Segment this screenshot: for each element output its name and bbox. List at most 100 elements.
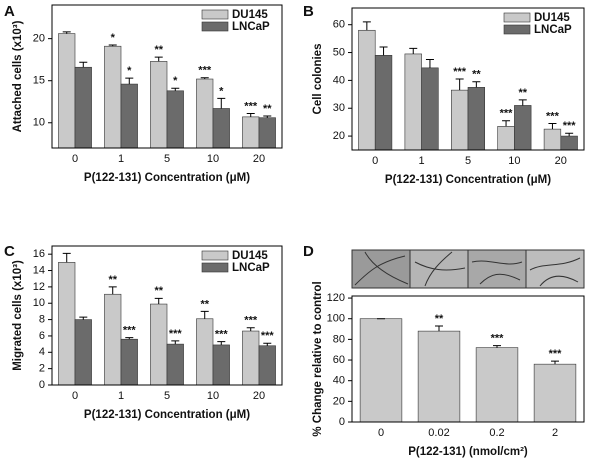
significance: *** — [453, 66, 467, 78]
error-bar — [379, 46, 388, 56]
error-bar — [435, 325, 443, 332]
y-tick-label: 80 — [333, 333, 345, 345]
plot-frame — [51, 4, 283, 149]
x-tick-label: 2 — [552, 427, 558, 439]
legend-label: LNCaP — [232, 21, 270, 33]
bar — [196, 78, 214, 149]
bar — [404, 53, 422, 151]
bar — [374, 55, 393, 151]
x-tick-label: 0 — [72, 390, 78, 402]
legend-label: DU145 — [232, 9, 268, 21]
y-axis-title: Cell colonies — [312, 44, 324, 115]
error-bar — [217, 97, 226, 109]
x-tick-label: 0.2 — [489, 427, 504, 439]
legend-label: LNCaP — [534, 24, 572, 36]
x-tick-label: 5 — [164, 153, 170, 165]
y-tick-label: 20 — [333, 395, 345, 407]
error-bar — [518, 99, 527, 106]
bar — [166, 90, 184, 149]
x-axis-title: P(122-131) (nmol/cm²) — [408, 446, 528, 458]
error-bar — [200, 77, 209, 80]
significance: ** — [518, 87, 527, 99]
bar — [543, 128, 562, 151]
y-tick-label: 15 — [33, 75, 45, 87]
significance: ** — [472, 69, 481, 81]
significance: *** — [215, 329, 229, 341]
significance: *** — [169, 328, 183, 340]
bar — [533, 363, 577, 423]
bar — [242, 116, 260, 149]
y-axis-title: % Change relative to control — [312, 281, 324, 436]
y-tick-label: 2 — [39, 363, 45, 375]
error-bar — [425, 59, 434, 68]
error-bar — [472, 81, 481, 88]
x-axis-title: P(122-131) Concentration (μM) — [385, 174, 551, 186]
significance: * — [173, 75, 178, 87]
x-tick-label: 0 — [72, 153, 78, 165]
x-axis-title: P(122-131) Concentration (μM) — [84, 172, 250, 184]
x-tick-label: 10 — [207, 390, 219, 402]
significance: ** — [435, 313, 444, 325]
bar — [58, 33, 76, 149]
error-bar — [548, 123, 557, 130]
error-bar — [502, 120, 511, 127]
plot-frame — [351, 295, 585, 423]
error-bar — [551, 360, 559, 365]
vessels — [354, 251, 581, 287]
bar — [514, 105, 532, 151]
significance: *** — [261, 330, 275, 342]
error-bar — [362, 21, 371, 31]
legend-label: LNCaP — [232, 262, 270, 274]
y-tick-label: 10 — [33, 297, 45, 309]
y-tick-label: 12 — [33, 281, 45, 293]
bar — [359, 318, 403, 423]
bar — [74, 319, 92, 386]
significance: *** — [244, 100, 258, 112]
x-tick-label: 1 — [118, 390, 124, 402]
legend-swatch — [503, 12, 531, 23]
significance: *** — [549, 348, 563, 360]
y-tick-label: 50 — [333, 46, 345, 58]
x-tick-label: 1 — [419, 155, 425, 167]
legend-label: DU145 — [232, 250, 268, 262]
bar — [258, 345, 276, 386]
bar — [120, 338, 138, 386]
y-tick-label: 60 — [333, 19, 345, 31]
y-tick-label: 60 — [333, 354, 345, 366]
bar — [120, 83, 138, 149]
significance: * — [219, 85, 224, 97]
significance: *** — [491, 332, 505, 344]
panel-label: C — [4, 243, 15, 260]
y-tick-label: 16 — [33, 248, 45, 260]
x-tick-label: 20 — [253, 390, 265, 402]
x-tick-label: 5 — [465, 155, 471, 167]
error-bar — [263, 115, 272, 118]
bar — [150, 303, 168, 386]
error-bar — [108, 286, 117, 295]
error-bar — [125, 77, 134, 85]
y-tick-label: 20 — [33, 33, 45, 45]
bar — [358, 29, 376, 151]
x-tick-label: 0 — [372, 155, 378, 167]
bar — [150, 61, 168, 149]
error-bar — [217, 341, 226, 345]
plot-frame — [351, 7, 585, 151]
significance: * — [111, 32, 116, 44]
y-tick-label: 4 — [39, 346, 45, 358]
bar — [58, 262, 76, 386]
bar — [258, 117, 276, 149]
significance: ** — [263, 103, 272, 115]
bar — [475, 347, 519, 423]
y-tick-label: 8 — [39, 313, 45, 325]
significance: *** — [546, 110, 560, 122]
significance: *** — [244, 315, 258, 327]
significance: ** — [154, 44, 163, 56]
error-bar — [263, 342, 272, 346]
bar — [74, 66, 92, 149]
bar — [450, 89, 469, 151]
error-bar — [171, 340, 180, 345]
bar — [196, 318, 214, 386]
legend-label: DU145 — [534, 12, 570, 24]
